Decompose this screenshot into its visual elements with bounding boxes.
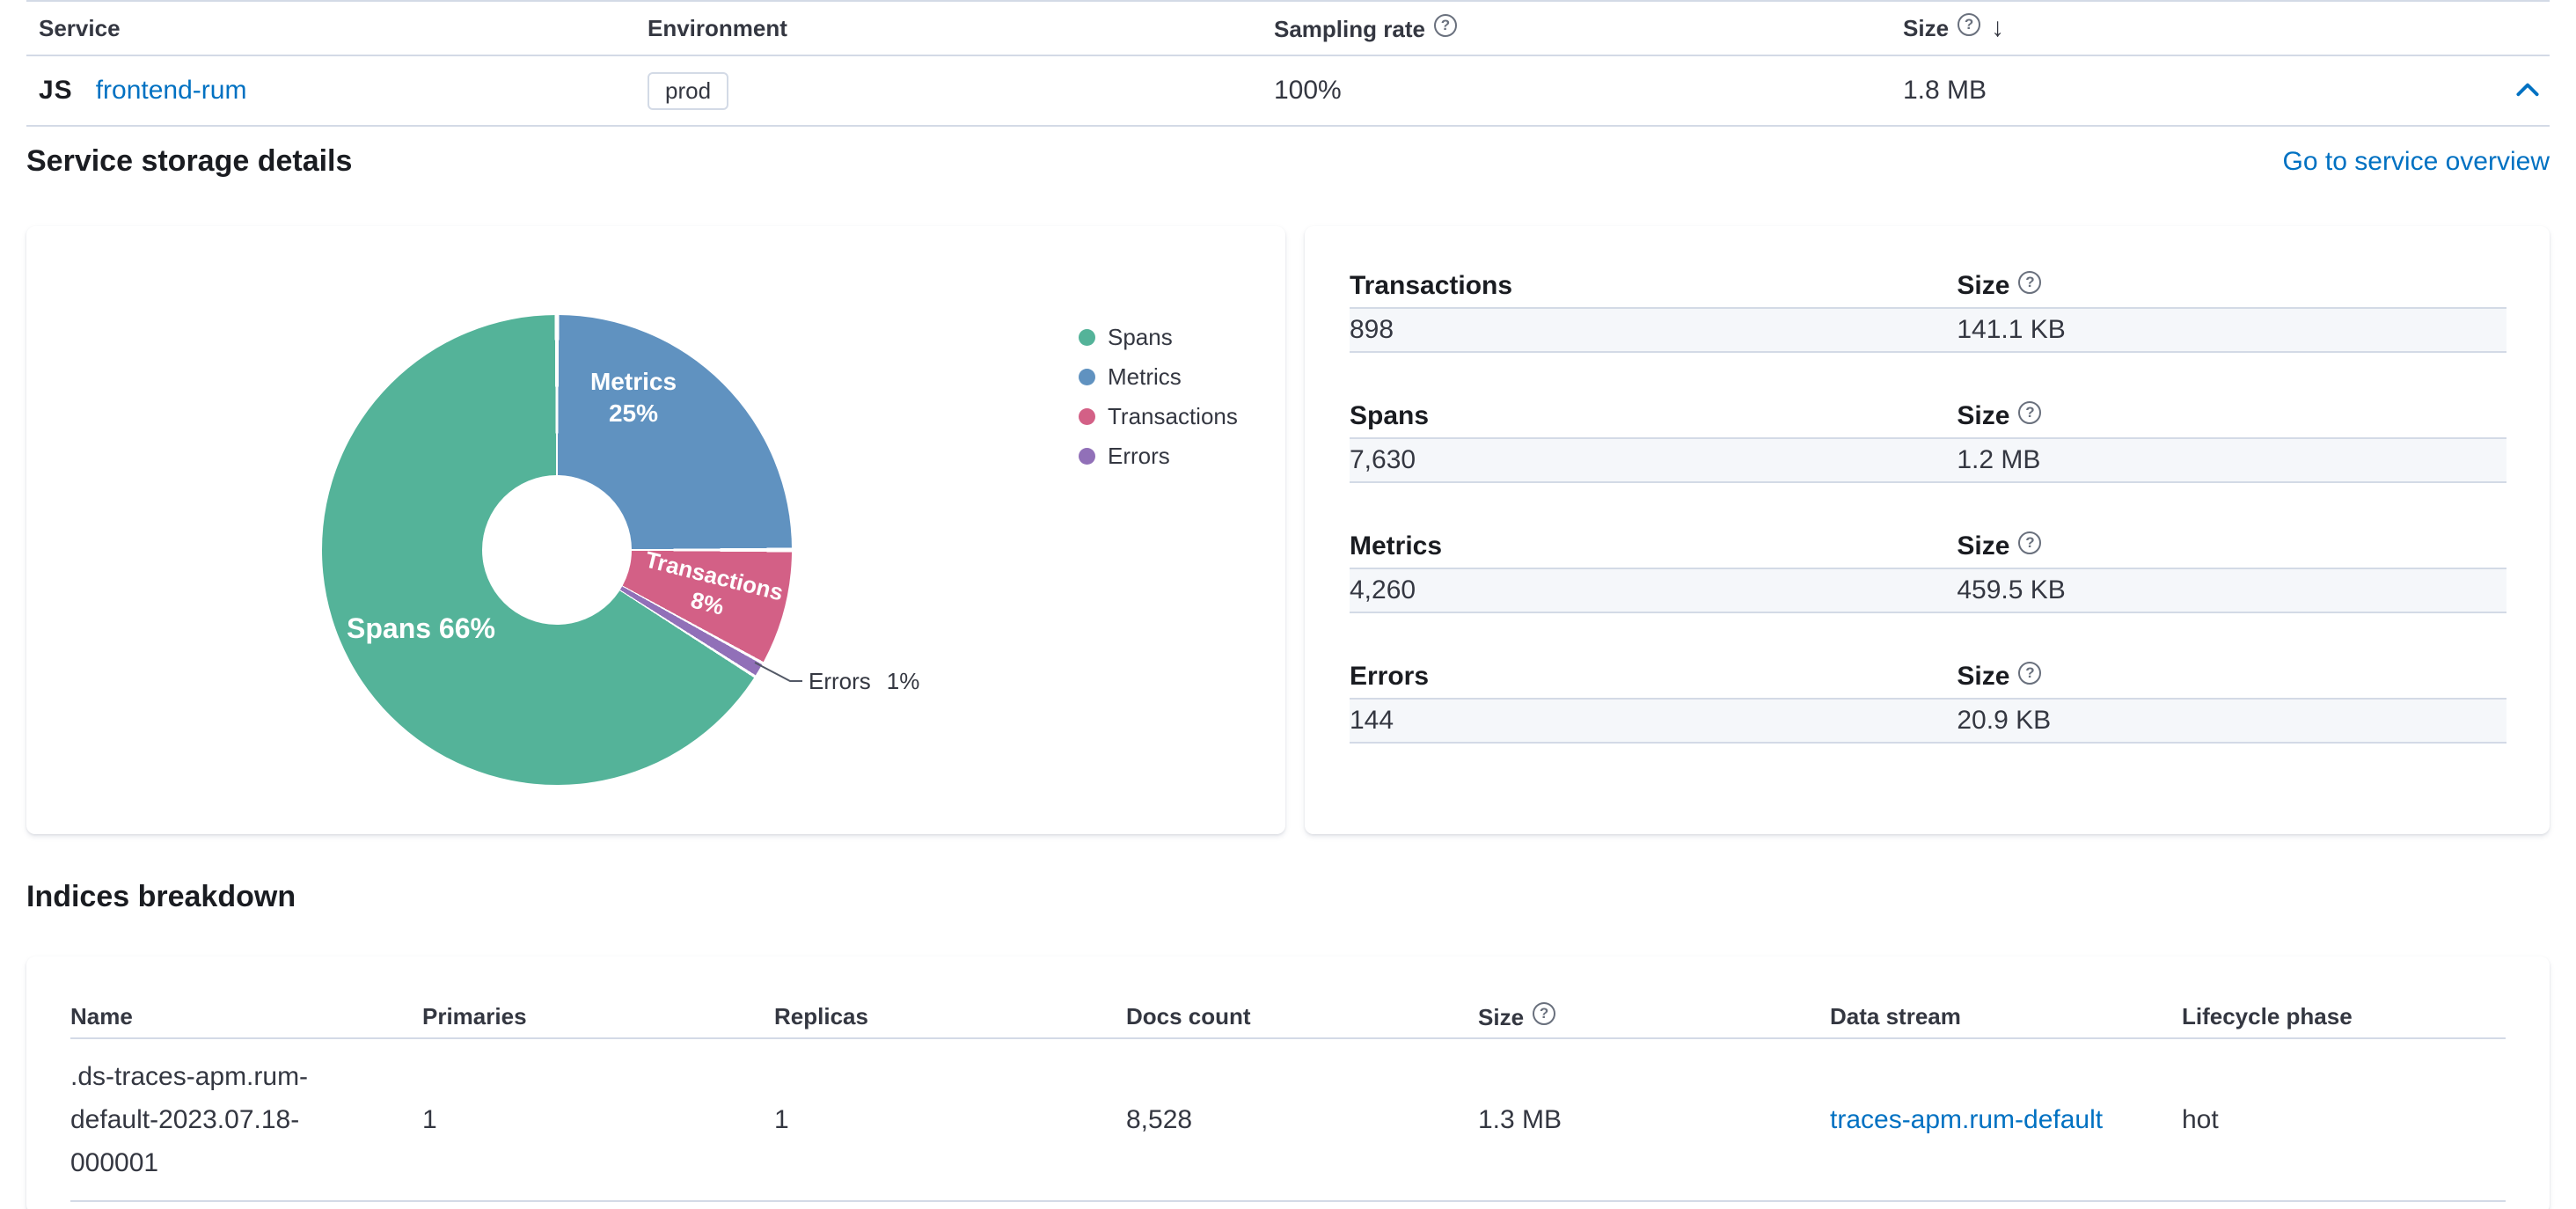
legend-dot-errors-icon bbox=[1079, 447, 1095, 465]
help-icon[interactable]: ? bbox=[2018, 271, 2042, 294]
stat-count: 898 bbox=[1350, 315, 1394, 344]
legend-item-spans[interactable]: Spans bbox=[1079, 324, 1238, 350]
legend-item-transactions[interactable]: Transactions bbox=[1079, 403, 1238, 429]
column-header-service: Service bbox=[39, 14, 121, 41]
indices-table-panel: Name Primaries Replicas Docs count Size?… bbox=[26, 956, 2550, 1209]
index-primaries: 1 bbox=[422, 1104, 437, 1134]
stat-count: 4,260 bbox=[1350, 575, 1416, 604]
help-icon[interactable]: ? bbox=[2018, 401, 2042, 424]
storage-details-panels: Metrics 25% Spans 66% Transactions 8% Er… bbox=[26, 226, 2550, 834]
storage-details-header: Service storage details Go to service ov… bbox=[26, 144, 2550, 179]
stat-label: Metrics bbox=[1350, 531, 1443, 561]
stat-label: Spans bbox=[1350, 401, 1430, 430]
stat-size: 20.9 KB bbox=[1957, 706, 2052, 735]
donut-hole bbox=[482, 475, 632, 625]
column-header-replicas: Replicas bbox=[774, 1002, 868, 1029]
stat-size: 1.2 MB bbox=[1957, 445, 2041, 474]
stat-size-header: Size? bbox=[1957, 401, 2506, 431]
slice-label-transactions: Transactions 8% bbox=[642, 546, 787, 620]
stat-block-spans: Spans Size? 7,630 1.2 MB bbox=[1350, 395, 2506, 483]
chevron-up-icon bbox=[2516, 83, 2539, 97]
column-header-sampling-rate: Sampling rate? bbox=[1274, 13, 1903, 43]
indices-breakdown-title: Indices breakdown bbox=[26, 880, 296, 913]
service-cell: JS frontend-rum bbox=[39, 76, 648, 106]
column-header-primaries: Primaries bbox=[422, 1002, 527, 1029]
column-header-environment: Environment bbox=[648, 14, 787, 41]
agent-js-icon: JS bbox=[39, 76, 73, 105]
index-lifecycle-phase: hot bbox=[2182, 1104, 2219, 1134]
column-header-size[interactable]: Size? ↓ bbox=[1903, 13, 2005, 42]
legend-item-errors[interactable]: Errors bbox=[1079, 443, 1238, 469]
column-header-docs-count: Docs count bbox=[1126, 1002, 1251, 1029]
indices-table-header: Name Primaries Replicas Docs count Size?… bbox=[70, 995, 2506, 1039]
stat-block-errors: Errors Size? 144 20.9 KB bbox=[1350, 656, 2506, 744]
stat-count: 7,630 bbox=[1350, 445, 1416, 474]
stat-size-header: Size? bbox=[1957, 531, 2506, 561]
storage-donut-chart[interactable]: Metrics 25% Spans 66% Transactions 8% bbox=[322, 315, 792, 785]
index-table-row: .ds-traces-apm.rum-default-2023.07.18-00… bbox=[70, 1039, 2506, 1202]
stat-count: 144 bbox=[1350, 706, 1394, 735]
indices-breakdown-header: Indices breakdown bbox=[26, 880, 2550, 914]
service-row: JS frontend-rum prod 100% 1.8 MB bbox=[26, 56, 2550, 127]
help-icon[interactable]: ? bbox=[1433, 13, 1457, 37]
collapse-row-button[interactable] bbox=[2513, 76, 2543, 106]
stat-size: 459.5 KB bbox=[1957, 575, 2066, 604]
chart-legend: Spans Metrics Transactions Errors bbox=[1079, 324, 1238, 469]
environment-badge: prod bbox=[648, 71, 729, 110]
stat-size-header: Size? bbox=[1957, 662, 2506, 692]
column-header-size: Size? bbox=[1478, 1001, 1830, 1031]
index-name: .ds-traces-apm.rum-default-2023.07.18-00… bbox=[70, 1062, 309, 1177]
index-docs-count: 8,528 bbox=[1126, 1104, 1193, 1134]
help-icon[interactable]: ? bbox=[1958, 13, 1981, 36]
sampling-rate-value: 100% bbox=[1274, 76, 1342, 105]
slice-label-metrics: Metrics 25% bbox=[589, 368, 677, 427]
storage-donut-panel: Metrics 25% Spans 66% Transactions 8% Er… bbox=[26, 226, 1285, 834]
index-replicas: 1 bbox=[774, 1104, 789, 1134]
index-size: 1.3 MB bbox=[1478, 1104, 1562, 1134]
help-icon[interactable]: ? bbox=[2018, 531, 2042, 554]
slice-label-errors: Errors 1% bbox=[809, 668, 920, 694]
stat-label: Errors bbox=[1350, 662, 1430, 691]
help-icon[interactable]: ? bbox=[2018, 662, 2042, 685]
go-to-service-overview-link[interactable]: Go to service overview bbox=[2282, 146, 2550, 176]
stat-block-transactions: Transactions Size? 898 141.1 KB bbox=[1350, 265, 2506, 353]
stat-block-metrics: Metrics Size? 4,260 459.5 KB bbox=[1350, 525, 2506, 613]
services-table-header: Service Environment Sampling rate? Size?… bbox=[26, 2, 2550, 56]
legend-item-metrics[interactable]: Metrics bbox=[1079, 363, 1238, 390]
stat-size: 141.1 KB bbox=[1957, 315, 2066, 344]
help-icon[interactable]: ? bbox=[1533, 1001, 1556, 1025]
sort-desc-icon[interactable]: ↓ bbox=[1991, 13, 2005, 42]
legend-dot-metrics-icon bbox=[1079, 368, 1095, 385]
legend-dot-spans-icon bbox=[1079, 328, 1095, 346]
services-table: Service Environment Sampling rate? Size?… bbox=[26, 0, 2550, 127]
stat-size-header: Size? bbox=[1957, 271, 2506, 301]
data-stream-link[interactable]: traces-apm.rum-default bbox=[1830, 1104, 2104, 1134]
storage-stats-panel: Transactions Size? 898 141.1 KB Spans Si… bbox=[1305, 226, 2550, 834]
column-header-data-stream: Data stream bbox=[1830, 1002, 1961, 1029]
column-header-lifecycle-phase: Lifecycle phase bbox=[2182, 1002, 2353, 1029]
storage-details-title: Service storage details bbox=[26, 144, 353, 178]
service-name-link[interactable]: frontend-rum bbox=[95, 76, 247, 105]
slice-label-spans: Spans 66% bbox=[347, 612, 495, 644]
size-value: 1.8 MB bbox=[1903, 76, 1987, 105]
legend-dot-transactions-icon bbox=[1079, 407, 1095, 425]
stat-label: Transactions bbox=[1350, 271, 1513, 300]
column-header-name: Name bbox=[70, 1002, 133, 1029]
